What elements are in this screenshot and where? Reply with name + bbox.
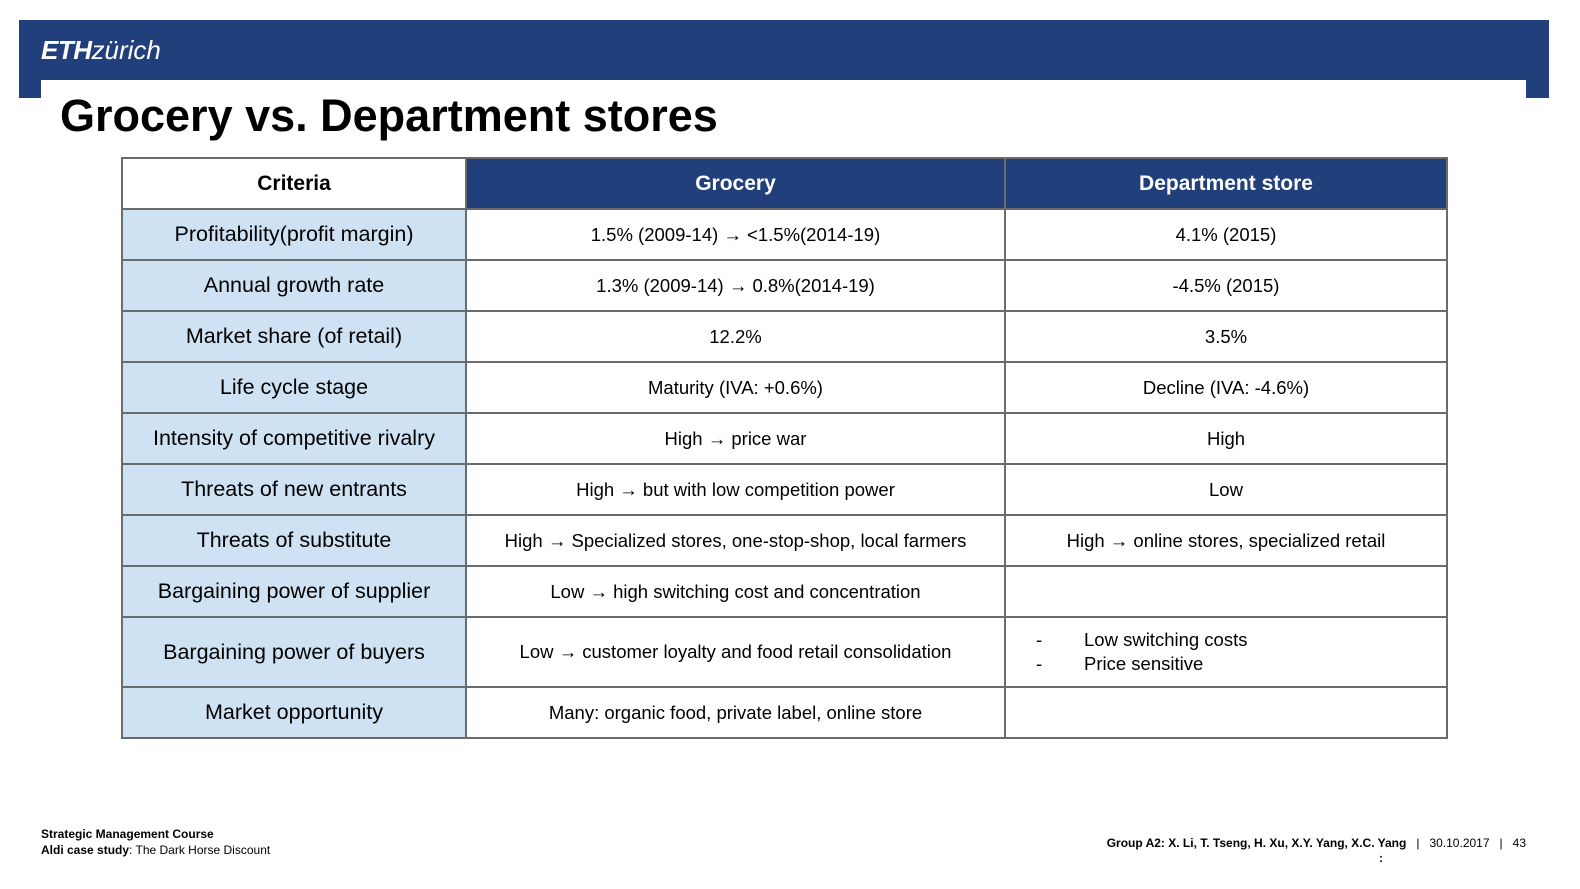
table-row: Market share (of retail) 12.2% 3.5% (121, 310, 1448, 363)
header-department-store: Department store (1004, 157, 1448, 210)
bullet-item: - Low switching costs (1036, 628, 1438, 652)
criteria-cell: Market opportunity (121, 686, 467, 739)
criteria-cell: Bargaining power of supplier (121, 565, 467, 618)
criteria-cell: Intensity of competitive rivalry (121, 412, 467, 465)
grocery-cell: Low → high switching cost and concentrat… (465, 565, 1006, 618)
grocery-cell: 1.5% (2009-14) → <1.5%(2014-19) (465, 208, 1006, 261)
dept-cell: -4.5% (2015) (1004, 259, 1448, 312)
slide-number: 43 (1512, 836, 1526, 850)
bullet-dash: - (1036, 653, 1043, 674)
logo-eth: ETH (41, 35, 92, 65)
dept-cell (1004, 565, 1448, 618)
criteria-cell: Bargaining power of buyers (121, 616, 467, 688)
grocery-cell: Maturity (IVA: +0.6%) (465, 361, 1006, 414)
footer-meta: Group A2: X. Li, T. Tseng, H. Xu, X.Y. Y… (1107, 835, 1526, 851)
table-row: Threats of new entrants High → but with … (121, 463, 1448, 516)
criteria-cell: Threats of new entrants (121, 463, 467, 516)
eth-zurich-logo: ETHzürich (41, 33, 161, 67)
bullet-dash: - (1036, 629, 1043, 650)
dept-cell: High → online stores, specialized retail (1004, 514, 1448, 567)
logo-zurich: zürich (91, 35, 161, 65)
table-header-row: Criteria Grocery Department store (121, 157, 1448, 210)
dept-cell: High (1004, 412, 1448, 465)
dept-cell: Low (1004, 463, 1448, 516)
criteria-cell: Life cycle stage (121, 361, 467, 414)
page-title: Grocery vs. Department stores (60, 90, 718, 141)
dept-bullet-list: - Low switching costs - Price sensitive (1014, 628, 1438, 676)
criteria-cell: Annual growth rate (121, 259, 467, 312)
table-row: Life cycle stage Maturity (IVA: +0.6%) D… (121, 361, 1448, 414)
criteria-cell: Profitability(profit margin) (121, 208, 467, 261)
comparison-table: Criteria Grocery Department store Profit… (121, 157, 1448, 739)
dept-cell: 4.1% (2015) (1004, 208, 1448, 261)
table-row: Intensity of competitive rivalry High → … (121, 412, 1448, 465)
header-criteria: Criteria (121, 157, 467, 210)
header-grocery: Grocery (465, 157, 1006, 210)
dept-cell: Decline (IVA: -4.6%) (1004, 361, 1448, 414)
course-label: Strategic Management Course (41, 827, 214, 841)
slide-date: 30.10.2017 (1429, 836, 1490, 850)
grocery-cell: High → price war (465, 412, 1006, 465)
grocery-cell: High → Specialized stores, one-stop-shop… (465, 514, 1006, 567)
footer-separator: | (1416, 836, 1420, 850)
dept-cell: 3.5% (1004, 310, 1448, 363)
bullet-item: - Price sensitive (1036, 652, 1438, 676)
table-row: Bargaining power of buyers Low → custome… (121, 616, 1448, 688)
grocery-cell: 1.3% (2009-14) → 0.8%(2014-19) (465, 259, 1006, 312)
grocery-cell: 12.2% (465, 310, 1006, 363)
bullet-text: Low switching costs (1084, 629, 1248, 650)
table-row: Annual growth rate 1.3% (2009-14) → 0.8%… (121, 259, 1448, 312)
dept-cell: - Low switching costs - Price sensitive (1004, 616, 1448, 688)
footer-course-info: Strategic Management Course Aldi case st… (41, 826, 270, 858)
footer-separator: | (1499, 836, 1503, 850)
grocery-cell: High → but with low competition power (465, 463, 1006, 516)
criteria-cell: Market share (of retail) (121, 310, 467, 363)
table-row: Threats of substitute High → Specialized… (121, 514, 1448, 567)
grocery-cell: Many: organic food, private label, onlin… (465, 686, 1006, 739)
header-underline-gap (41, 80, 1526, 100)
case-title: : The Dark Horse Discount (129, 843, 271, 857)
table-row: Market opportunity Many: organic food, p… (121, 686, 1448, 739)
grocery-cell: Low → customer loyalty and food retail c… (465, 616, 1006, 688)
case-label: Aldi case study (41, 843, 130, 857)
criteria-cell: Threats of substitute (121, 514, 467, 567)
bullet-text: Price sensitive (1084, 653, 1204, 674)
table-row: Bargaining power of supplier Low → high … (121, 565, 1448, 618)
table-row: Profitability(profit margin) 1.5% (2009-… (121, 208, 1448, 261)
dept-cell (1004, 686, 1448, 739)
footer-colon: : (1379, 851, 1383, 865)
group-authors: Group A2: X. Li, T. Tseng, H. Xu, X.Y. Y… (1106, 836, 1407, 850)
